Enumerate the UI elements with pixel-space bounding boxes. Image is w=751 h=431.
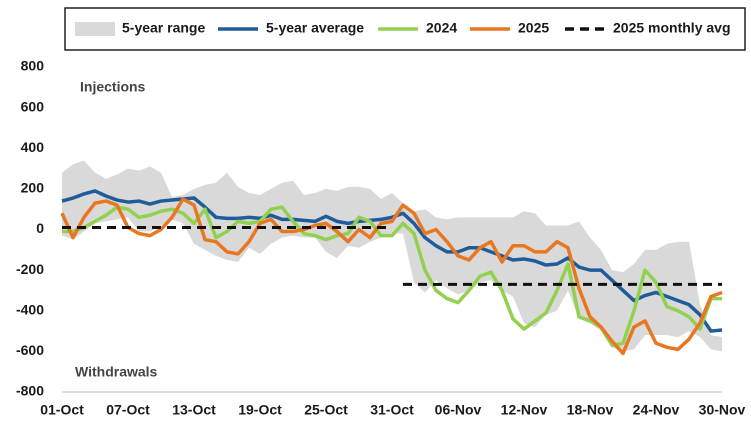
y-tick-label: -800 (16, 383, 44, 399)
y-tick-label: -200 (16, 261, 44, 277)
y-tick-label: 200 (21, 180, 45, 196)
series-line (62, 205, 722, 348)
x-tick-label: 12-Nov (501, 402, 548, 418)
y-tick-label: 800 (21, 58, 45, 74)
y-tick-label: 600 (21, 98, 45, 114)
y-tick-label: 400 (21, 139, 45, 155)
x-tick-label: 13-Oct (172, 402, 216, 418)
x-tick-label: 25-Oct (304, 402, 348, 418)
series-line (60, 197, 723, 356)
x-tick-label: 19-Oct (238, 402, 282, 418)
x-tick-label: 18-Nov (567, 402, 614, 418)
annotation: Injections (80, 79, 146, 95)
x-tick-label: 07-Oct (106, 402, 150, 418)
x-tick-label: 01-Oct (40, 402, 84, 418)
legend-label: 2024 (426, 20, 457, 36)
annotation: Withdrawals (75, 364, 158, 380)
x-tick-label: 24-Nov (633, 402, 680, 418)
x-tick-label: 06-Nov (435, 402, 482, 418)
series-line (61, 189, 723, 333)
x-tick-label: 31-Oct (370, 402, 414, 418)
y-tick-label: -400 (16, 301, 44, 317)
legend-label: 5-year average (266, 20, 364, 36)
legend-label: 5-year range (122, 20, 205, 36)
legend-swatch (75, 22, 115, 36)
x-tick-label: 30-Nov (699, 402, 746, 418)
range-band (62, 160, 722, 352)
legend-label: 2025 (518, 20, 549, 36)
y-tick-label: 0 (36, 220, 44, 236)
y-tick-label: -600 (16, 342, 44, 358)
legend-label: 2025 monthly avg (613, 20, 731, 36)
